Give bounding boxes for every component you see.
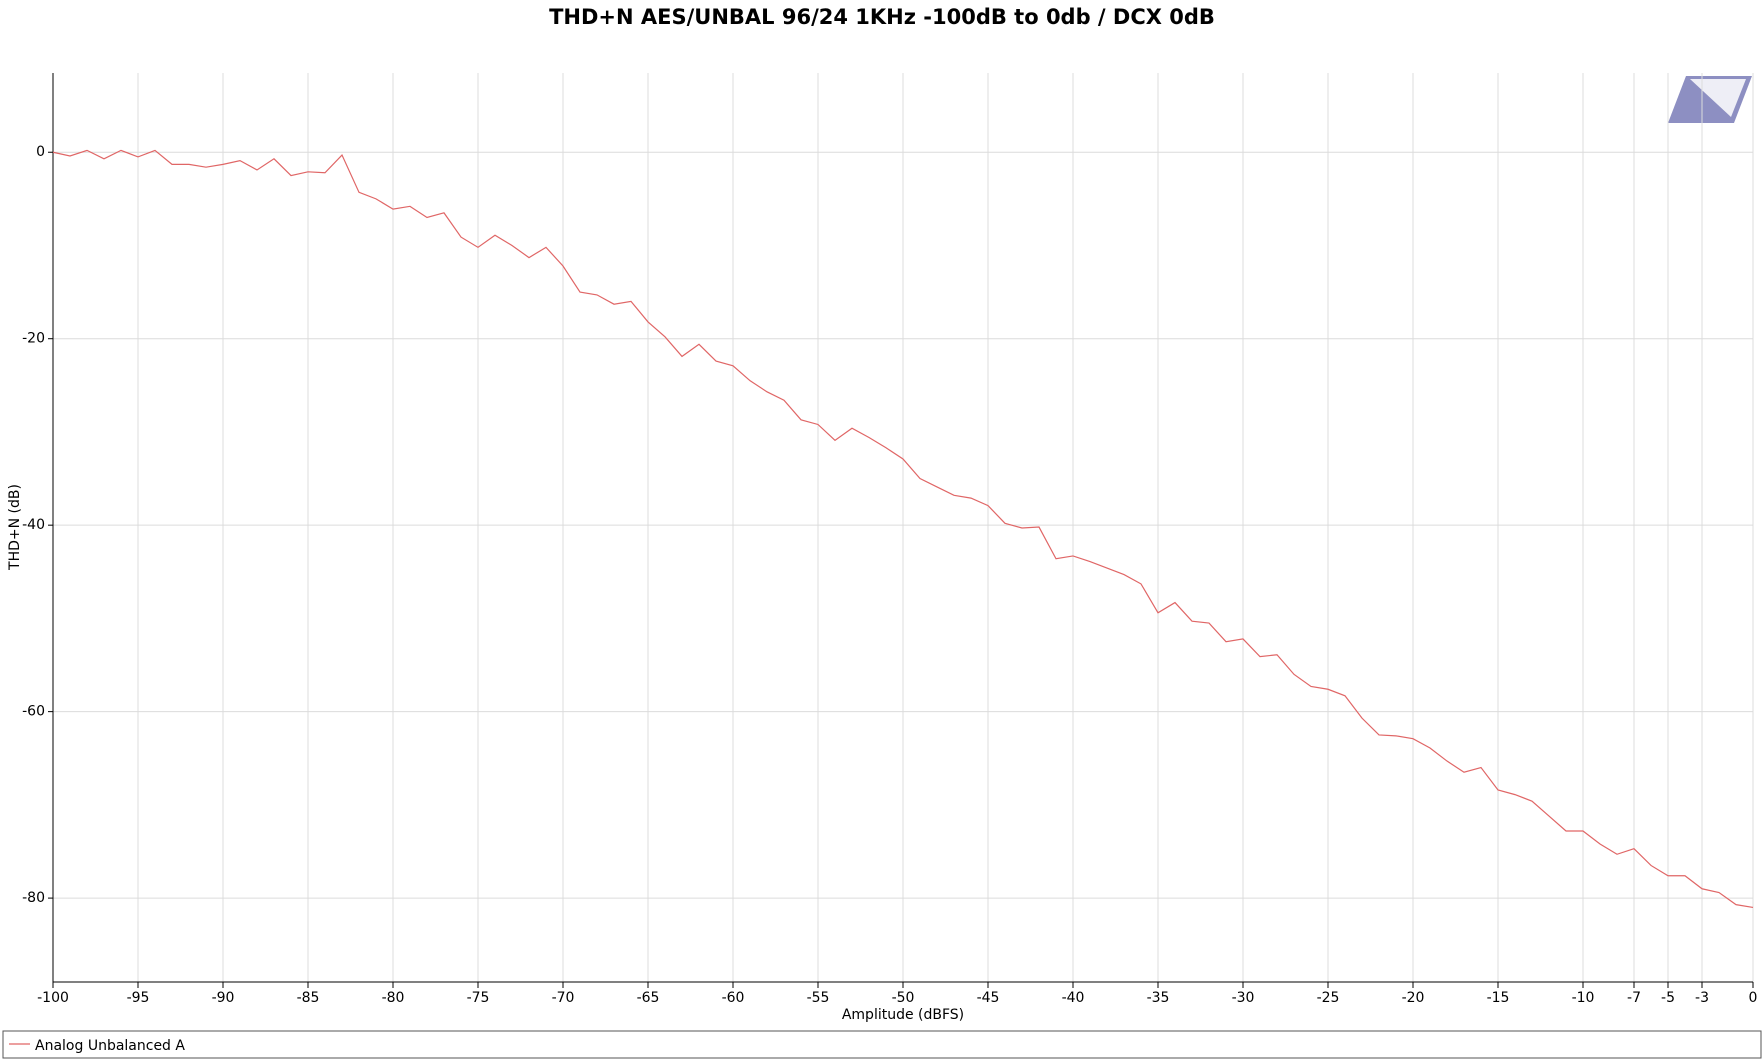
x-tick-label: -10 [1572, 990, 1595, 1006]
y-axis-label: THD+N (dB) [7, 484, 23, 571]
x-tick-label: -90 [212, 990, 235, 1006]
x-tick-label: -100 [37, 990, 69, 1006]
y-tick-label: -80 [22, 890, 45, 906]
x-tick-label: 0 [1749, 990, 1758, 1006]
x-tick-label: -60 [722, 990, 745, 1006]
x-tick-label: -35 [1147, 990, 1170, 1006]
x-tick-label: -5 [1661, 990, 1675, 1006]
x-tick-label: -7 [1627, 990, 1641, 1006]
x-tick-label: -65 [637, 990, 660, 1006]
x-tick-label: -15 [1487, 990, 1510, 1006]
x-tick-label: -80 [382, 990, 405, 1006]
data-line [52, 149, 1754, 909]
x-tick-label: -95 [127, 990, 150, 1006]
x-tick-label: -40 [1062, 990, 1085, 1006]
y-tick-label: -60 [22, 704, 45, 720]
x-tick-label: -3 [1695, 990, 1709, 1006]
x-tick-label: -45 [977, 990, 1000, 1006]
x-tick-label: -50 [892, 990, 915, 1006]
logo [1668, 76, 1752, 123]
x-axis-label: Amplitude (dBFS) [842, 1007, 964, 1023]
x-tick-label: -75 [467, 990, 490, 1006]
x-tick-label: -20 [1402, 990, 1425, 1006]
x-tick-label: -30 [1232, 990, 1255, 1006]
chart-title: THD+N AES/UNBAL 96/24 1KHz -100dB to 0db… [549, 5, 1215, 29]
legend-box [2, 1030, 1762, 1059]
legend-label: Analog Unbalanced A [35, 1038, 185, 1054]
x-tick-label: -85 [297, 990, 320, 1006]
x-tick-label: -55 [807, 990, 830, 1006]
x-tick-label: -70 [552, 990, 575, 1006]
y-tick-label: 0 [36, 144, 45, 160]
x-tick-label: -25 [1317, 990, 1340, 1006]
y-tick-label: -40 [22, 517, 45, 533]
y-tick-label: -20 [22, 331, 45, 347]
